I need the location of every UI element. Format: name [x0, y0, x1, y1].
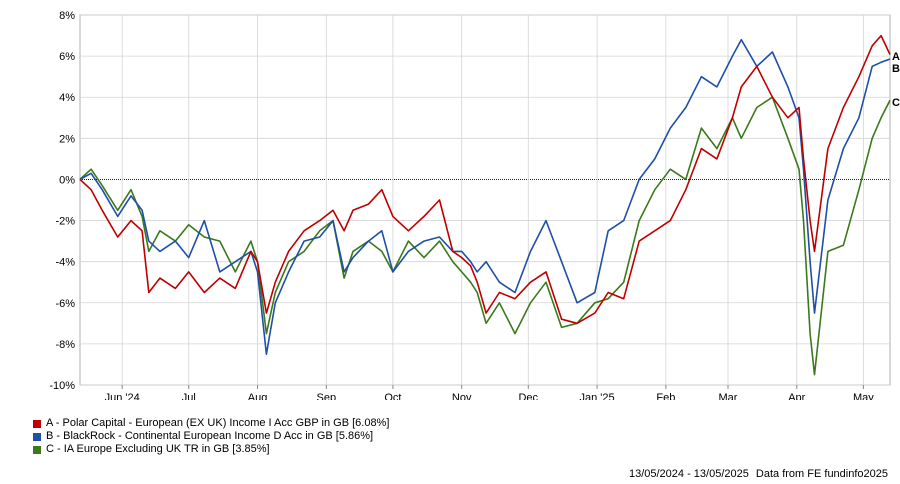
x-tick-label: Jun '24 [105, 392, 140, 400]
x-tick-label: Sep [317, 392, 337, 400]
footer-note: 13/05/2024 - 13/05/2025 Data from FE fun… [629, 468, 888, 480]
x-tick-label: Jan '25 [579, 392, 614, 400]
y-tick-label: -10% [49, 380, 75, 392]
end-label-c: C [892, 97, 900, 109]
y-tick-label: -2% [55, 216, 75, 228]
x-tick-label: Aug [248, 392, 268, 400]
y-tick-label: 4% [59, 92, 75, 104]
legend-swatch-c [33, 445, 41, 454]
x-tick-label: Oct [384, 392, 401, 400]
y-tick-label: -6% [55, 298, 75, 310]
y-axis: 8% 6% 4% 2% 0% -2% -4% -6% -8% -10% [49, 10, 75, 392]
series-line-b [79, 38, 891, 355]
series-lines [79, 34, 891, 376]
legend-item-a: A - Polar Capital - European (EX UK) Inc… [33, 417, 389, 430]
x-tick-label: Dec [518, 392, 538, 400]
x-tick-label: May [853, 392, 874, 400]
x-tick-label: Mar [719, 392, 738, 400]
legend-label-a: A - Polar Capital - European (EX UK) Inc… [46, 417, 390, 429]
x-tick-label: Apr [788, 392, 805, 400]
series-end-labels: AB C [892, 51, 900, 109]
footer-period: 13/05/2024 - 13/05/2025 [628, 468, 749, 480]
legend: A - Polar Capital - European (EX UK) Inc… [33, 417, 389, 456]
performance-chart: 8% 6% 4% 2% 0% -2% -4% -6% -8% -10% Jun '24 Jul Aug… [49, 10, 900, 400]
legend-item-c: C - IA Europe Excluding UK TR in GB [3.8… [33, 443, 389, 456]
x-axis: Jun '24 Jul Aug Sep Oct Nov Dec Jan '25 Feb Mar Ap… [105, 385, 874, 400]
x-tick-label: Nov [452, 392, 472, 400]
y-tick-label: 0% [59, 174, 75, 186]
grid-lines [79, 14, 891, 386]
legend-swatch-a [33, 419, 41, 428]
end-label-a: A [892, 51, 900, 63]
end-label-b: B [892, 63, 900, 75]
y-tick-label: 6% [59, 51, 75, 63]
x-tick-label: Jul [182, 392, 196, 400]
footer-source: Data from FE fundinfo2025 [755, 468, 888, 480]
legend-item-b: B - BlackRock - Continental European Inc… [33, 430, 389, 443]
y-tick-label: 8% [59, 10, 75, 22]
x-tick-label: Feb [656, 392, 675, 400]
y-tick-label: -8% [55, 339, 75, 351]
series-line-a [79, 34, 891, 325]
y-tick-label: -4% [55, 257, 75, 269]
series-line-c [79, 96, 891, 376]
legend-swatch-b [33, 432, 41, 441]
legend-label-b: B - BlackRock - Continental European Inc… [46, 430, 374, 442]
legend-label-c: C - IA Europe Excluding UK TR in GB [3.8… [46, 443, 270, 455]
y-tick-label: 2% [59, 133, 75, 145]
plot-frame [79, 14, 891, 386]
